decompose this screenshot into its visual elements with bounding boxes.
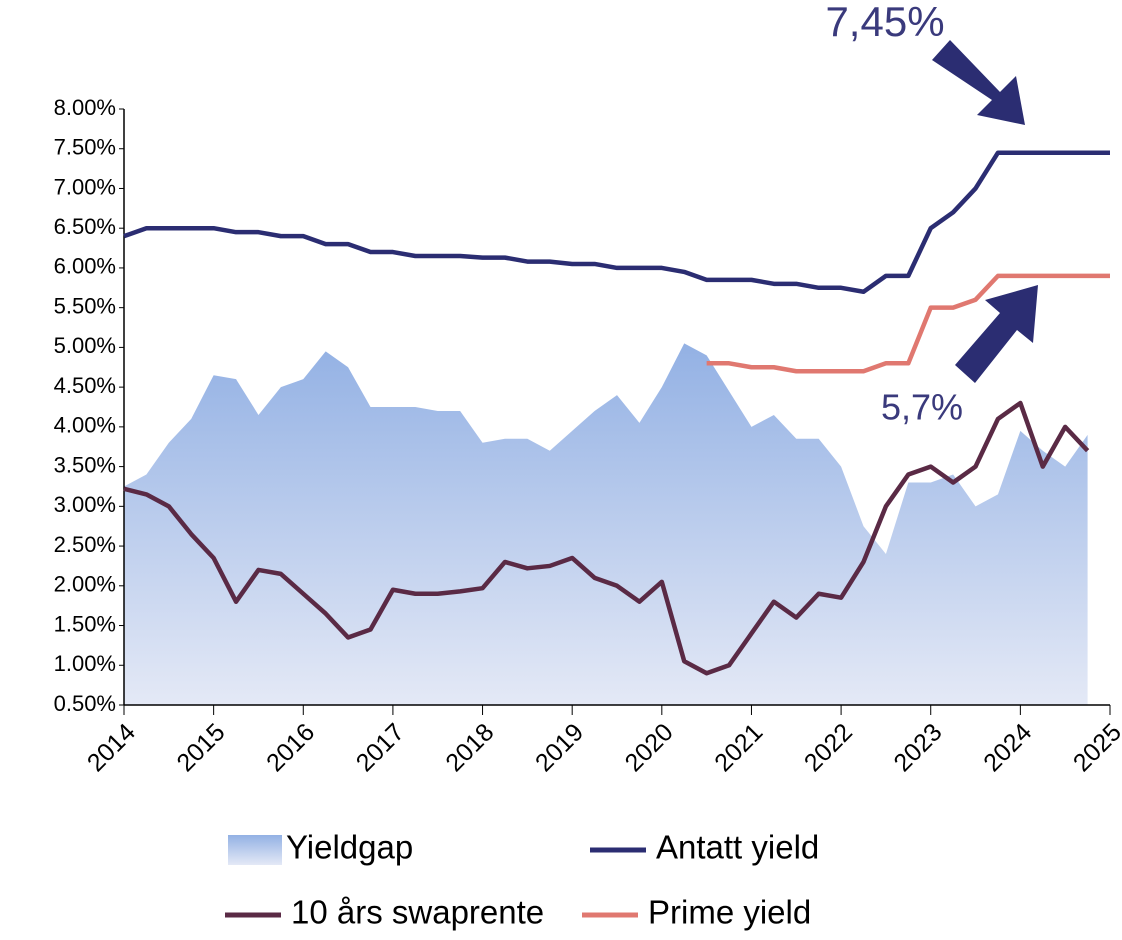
y-tick-label: 6.50%: [54, 214, 116, 239]
x-tick-label: 2015: [171, 718, 230, 777]
legend-label: 10 års swaprente: [291, 894, 544, 931]
y-tick-label: 1.50%: [54, 611, 116, 636]
x-tick-label: 2025: [1068, 718, 1122, 777]
x-tick-label: 2018: [440, 718, 499, 777]
y-tick-label: 2.50%: [54, 532, 116, 557]
y-tick-label: 7.00%: [54, 174, 116, 199]
arrow: [932, 40, 1025, 125]
line: [706, 273, 1110, 374]
line: [123, 150, 1110, 295]
y-tick-label: 8.00%: [54, 95, 116, 120]
plot-area: [119, 108, 1111, 715]
y-tick-label: 7.50%: [54, 135, 116, 160]
legend-label: Yieldgap: [286, 829, 413, 866]
annotation: 7,45%: [825, 0, 944, 45]
y-tick-label: 5.00%: [54, 333, 116, 358]
y-tick-label: 4.50%: [54, 373, 116, 398]
line: [123, 400, 1090, 676]
x-tick-label: 2020: [620, 718, 679, 777]
legend-label: Prime yield: [648, 894, 811, 931]
y-tick-label: 6.00%: [54, 254, 116, 279]
y-tick-label: 3.50%: [54, 452, 116, 477]
legend-label: Antatt yield: [656, 829, 819, 866]
legend: Yieldgap Antatt yield 10 års swaprente Prim…: [225, 829, 819, 931]
x-tick-label: 2021: [709, 718, 768, 777]
x-tick-label: 2014: [82, 718, 141, 777]
annotation: 5,7%: [881, 387, 963, 428]
y-tick-label: 1.00%: [54, 651, 116, 676]
arrow: [955, 285, 1038, 383]
x-tick-label: 2019: [530, 718, 589, 777]
x-tick-label: 2024: [978, 718, 1037, 777]
x-tick-label: 2022: [799, 718, 858, 777]
x-tick-label: 2016: [261, 718, 320, 777]
y-tick-label: 0.50%: [54, 691, 116, 716]
y-tick-label: 2.00%: [54, 572, 116, 597]
y-tick-label: 3.00%: [54, 492, 116, 517]
y-tick-label: 4.00%: [54, 413, 116, 438]
legend-swatch: [228, 835, 282, 865]
area: [124, 343, 1088, 705]
y-tick-label: 5.50%: [54, 293, 116, 318]
x-tick-label: 2017: [351, 718, 410, 777]
x-tick-label: 2023: [889, 718, 948, 777]
